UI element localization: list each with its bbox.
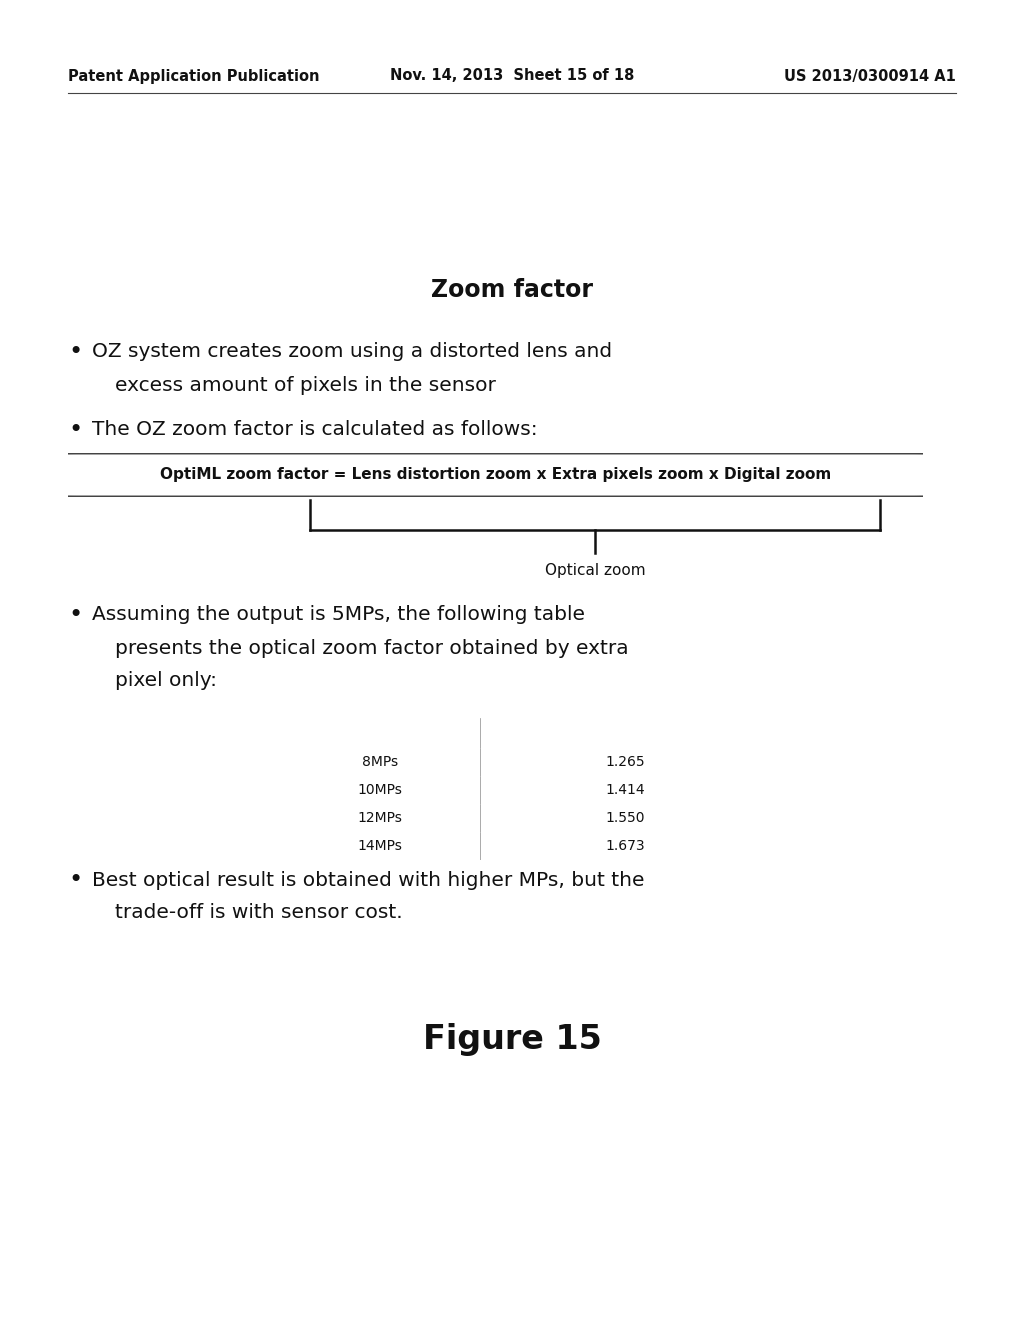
Text: Zoom factor: Zoom factor	[431, 279, 593, 302]
Text: 1.550: 1.550	[605, 810, 645, 825]
Text: •: •	[68, 869, 82, 892]
Text: •: •	[68, 418, 82, 442]
Text: Sensor pixel count: Sensor pixel count	[307, 726, 453, 741]
Text: Figure 15: Figure 15	[423, 1023, 601, 1056]
Text: Extra pixels Zoom factor: Extra pixels Zoom factor	[528, 726, 721, 741]
Text: 1.673: 1.673	[605, 840, 645, 853]
Text: Nov. 14, 2013  Sheet 15 of 18: Nov. 14, 2013 Sheet 15 of 18	[390, 69, 634, 83]
Text: 1.414: 1.414	[605, 783, 645, 797]
Text: excess amount of pixels in the sensor: excess amount of pixels in the sensor	[115, 375, 496, 395]
FancyBboxPatch shape	[42, 454, 948, 496]
Text: 10MPs: 10MPs	[357, 783, 402, 797]
Text: Patent Application Publication: Patent Application Publication	[68, 69, 319, 83]
Text: 14MPs: 14MPs	[357, 840, 402, 853]
Text: OptiML zoom factor = Lens distortion zoom x Extra pixels zoom x Digital zoom: OptiML zoom factor = Lens distortion zoo…	[160, 467, 831, 483]
Text: Assuming the output is 5MPs, the following table: Assuming the output is 5MPs, the followi…	[92, 606, 585, 624]
Text: The OZ zoom factor is calculated as follows:: The OZ zoom factor is calculated as foll…	[92, 421, 538, 440]
Text: trade-off is with sensor cost.: trade-off is with sensor cost.	[115, 903, 402, 923]
Text: 8MPs: 8MPs	[361, 755, 398, 770]
Text: OZ system creates zoom using a distorted lens and: OZ system creates zoom using a distorted…	[92, 342, 612, 362]
Text: presents the optical zoom factor obtained by extra: presents the optical zoom factor obtaine…	[115, 639, 629, 657]
Text: •: •	[68, 341, 82, 364]
Text: 1.265: 1.265	[605, 755, 645, 770]
Text: 12MPs: 12MPs	[357, 810, 402, 825]
Text: US 2013/0300914 A1: US 2013/0300914 A1	[784, 69, 956, 83]
Text: Best optical result is obtained with higher MPs, but the: Best optical result is obtained with hig…	[92, 870, 644, 890]
Text: pixel only:: pixel only:	[115, 672, 217, 690]
Text: •: •	[68, 603, 82, 627]
Text: Optical zoom: Optical zoom	[545, 562, 645, 578]
